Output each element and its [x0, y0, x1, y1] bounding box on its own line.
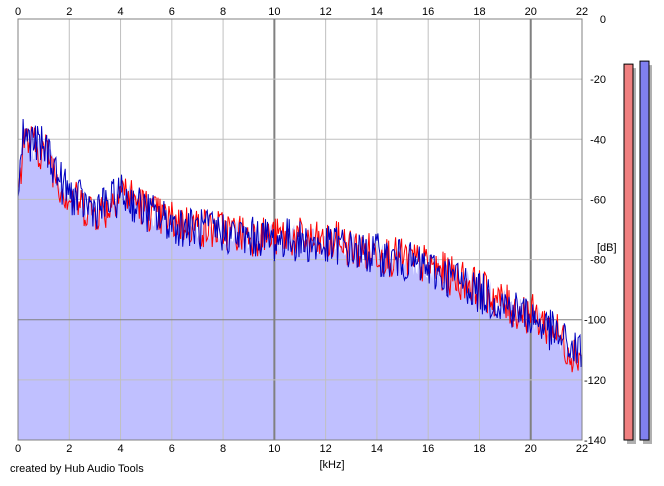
x-tick-label-top: 18: [473, 6, 485, 18]
x-tick-label-bottom: 18: [473, 443, 485, 455]
spectrum-line-layer: [17, 118, 583, 373]
y-axis-right: 0 -20 -40 -60 -80 -100 -120 -140: [584, 14, 606, 447]
x-tick-label-top: 20: [525, 6, 537, 18]
x-tick-label-top: 6: [169, 6, 175, 18]
x-tick-label-top: 12: [320, 6, 332, 18]
spectrum-fill: [18, 126, 582, 440]
x-tick-label-bottom: 4: [117, 443, 123, 455]
y-tick-label: -100: [584, 315, 606, 327]
spectrum-area-layer: [18, 126, 582, 440]
y-tick-label: -140: [584, 435, 606, 447]
y-tick-label: 0: [600, 14, 606, 26]
credit-text: created by Hub Audio Tools: [10, 463, 144, 475]
x-tick-label-bottom: 10: [268, 443, 280, 455]
x-tick-label-top: 14: [371, 6, 383, 18]
x-tick-label-top: 4: [117, 6, 123, 18]
x-tick-label-bottom: 6: [169, 443, 175, 455]
x-tick-label-top: 0: [15, 6, 21, 18]
spectrum-line-channel-1: [17, 126, 582, 373]
x-tick-label-bottom: 14: [371, 443, 383, 455]
x-tick-label-top: 22: [576, 6, 588, 18]
level-meter-2: [639, 60, 650, 441]
x-tick-label-bottom: 22: [576, 443, 588, 455]
spectrum-line-channel-2: [17, 118, 583, 367]
x-tick-label-bottom: 2: [66, 443, 72, 455]
y-axis-label: [dB]: [597, 242, 617, 254]
x-tick-label-top: 2: [66, 6, 72, 18]
x-tick-label-bottom: 20: [525, 443, 537, 455]
level-meter-1: [623, 63, 634, 441]
x-tick-label-bottom: 16: [422, 443, 434, 455]
plot-frame: [17, 18, 583, 441]
y-tick-label: -20: [590, 74, 606, 86]
y-tick-label: -80: [590, 255, 606, 267]
x-tick-label-bottom: 0: [15, 443, 21, 455]
y-tick-label: -40: [590, 134, 606, 146]
x-tick-label-top: 8: [220, 6, 226, 18]
x-tick-label-top: 10: [268, 6, 280, 18]
x-tick-label-bottom: 8: [220, 443, 226, 455]
x-tick-label-top: 16: [422, 6, 434, 18]
x-axis-top: 0 2 4 6 8 10 12 14 16 18 20 22: [15, 6, 588, 18]
x-axis-label: [kHz]: [319, 459, 344, 471]
grid-layer: [18, 19, 582, 440]
x-axis-bottom: 0 2 4 6 8 10 12 14 16 18 20 22: [15, 443, 588, 455]
x-tick-label-bottom: 12: [320, 443, 332, 455]
level-meters: [623, 60, 652, 444]
y-tick-label: -120: [584, 375, 606, 387]
y-tick-label: -60: [590, 194, 606, 206]
